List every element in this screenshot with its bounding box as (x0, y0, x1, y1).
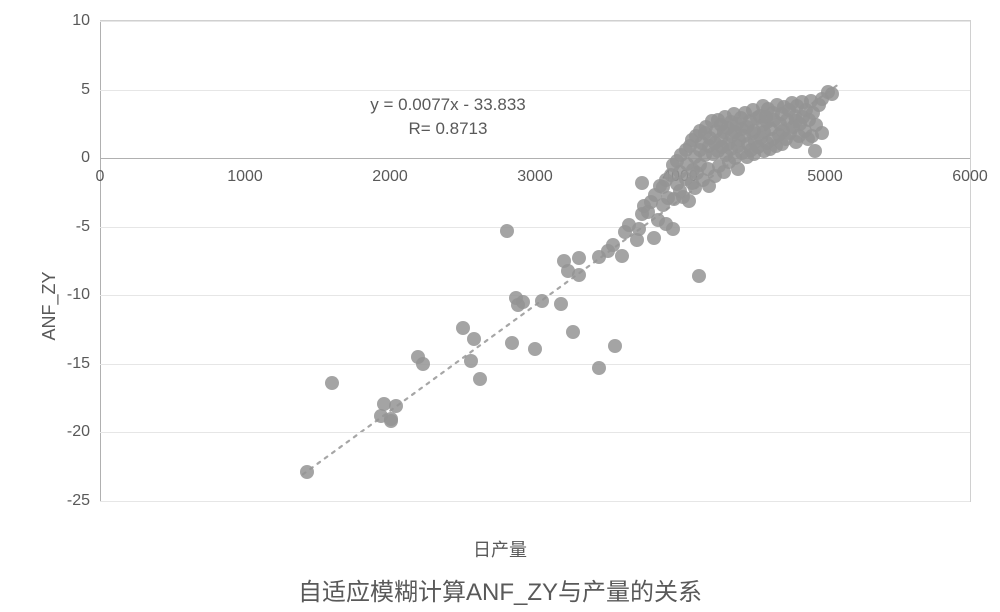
scatter-point (500, 224, 514, 238)
x-axis-zero-line (100, 158, 970, 159)
scatter-point (467, 332, 481, 346)
y-axis-line (100, 21, 101, 501)
gridline-h (100, 295, 970, 296)
scatter-point (808, 144, 822, 158)
ytick-label: 10 (72, 12, 100, 30)
scatter-point (615, 249, 629, 263)
ytick-label: 5 (81, 81, 100, 99)
xtick-label: 3000 (517, 168, 553, 186)
scatter-point (528, 342, 542, 356)
x-axis-label: 日产量 (473, 536, 527, 562)
scatter-point (825, 87, 839, 101)
scatter-point (692, 269, 706, 283)
scatter-point (516, 295, 530, 309)
scatter-point (464, 354, 478, 368)
scatter-point (554, 297, 568, 311)
plot-area: -25-20-15-10-505100100020003000400050006… (100, 20, 971, 502)
regression-equation: y = 0.0077x - 33.833 (370, 93, 525, 117)
xtick-label: 0 (96, 168, 105, 186)
ytick-label: 0 (81, 149, 100, 167)
trendline-svg (100, 21, 970, 501)
scatter-point (416, 357, 430, 371)
gridline-h (100, 21, 970, 22)
chart-title: 自适应模糊计算ANF_ZY与产量的关系 (298, 572, 702, 607)
regression-r: R= 0.8713 (370, 117, 525, 141)
scatter-point (815, 126, 829, 140)
scatter-point (325, 376, 339, 390)
ytick-label: -10 (67, 286, 100, 304)
ytick-label: -20 (67, 423, 100, 441)
xtick-label: 1000 (227, 168, 263, 186)
scatter-point (572, 251, 586, 265)
scatter-point (505, 336, 519, 350)
xtick-label: 5000 (807, 168, 843, 186)
scatter-point (566, 325, 580, 339)
ytick-label: -15 (67, 355, 100, 373)
gridline-h (100, 364, 970, 365)
scatter-point (592, 361, 606, 375)
gridline-h (100, 432, 970, 433)
scatter-chart: -25-20-15-10-505100100020003000400050006… (0, 0, 1000, 612)
scatter-point (635, 176, 649, 190)
scatter-point (572, 268, 586, 282)
scatter-point (473, 372, 487, 386)
scatter-point (300, 465, 314, 479)
scatter-point (632, 222, 646, 236)
scatter-point (731, 162, 745, 176)
chart-annotation: y = 0.0077x - 33.833R= 0.8713 (370, 93, 525, 141)
y-axis-label: ANF_ZY (39, 271, 60, 340)
scatter-point (647, 231, 661, 245)
scatter-point (666, 222, 680, 236)
scatter-point (608, 339, 622, 353)
ytick-label: -5 (76, 218, 100, 236)
xtick-label: 6000 (952, 168, 988, 186)
scatter-point (535, 294, 549, 308)
gridline-h (100, 90, 970, 91)
gridline-h (100, 501, 970, 502)
scatter-point (389, 399, 403, 413)
xtick-label: 2000 (372, 168, 408, 186)
scatter-point (456, 321, 470, 335)
gridline-h (100, 227, 970, 228)
ytick-label: -25 (67, 492, 100, 510)
scatter-point (682, 194, 696, 208)
scatter-point (384, 412, 398, 426)
